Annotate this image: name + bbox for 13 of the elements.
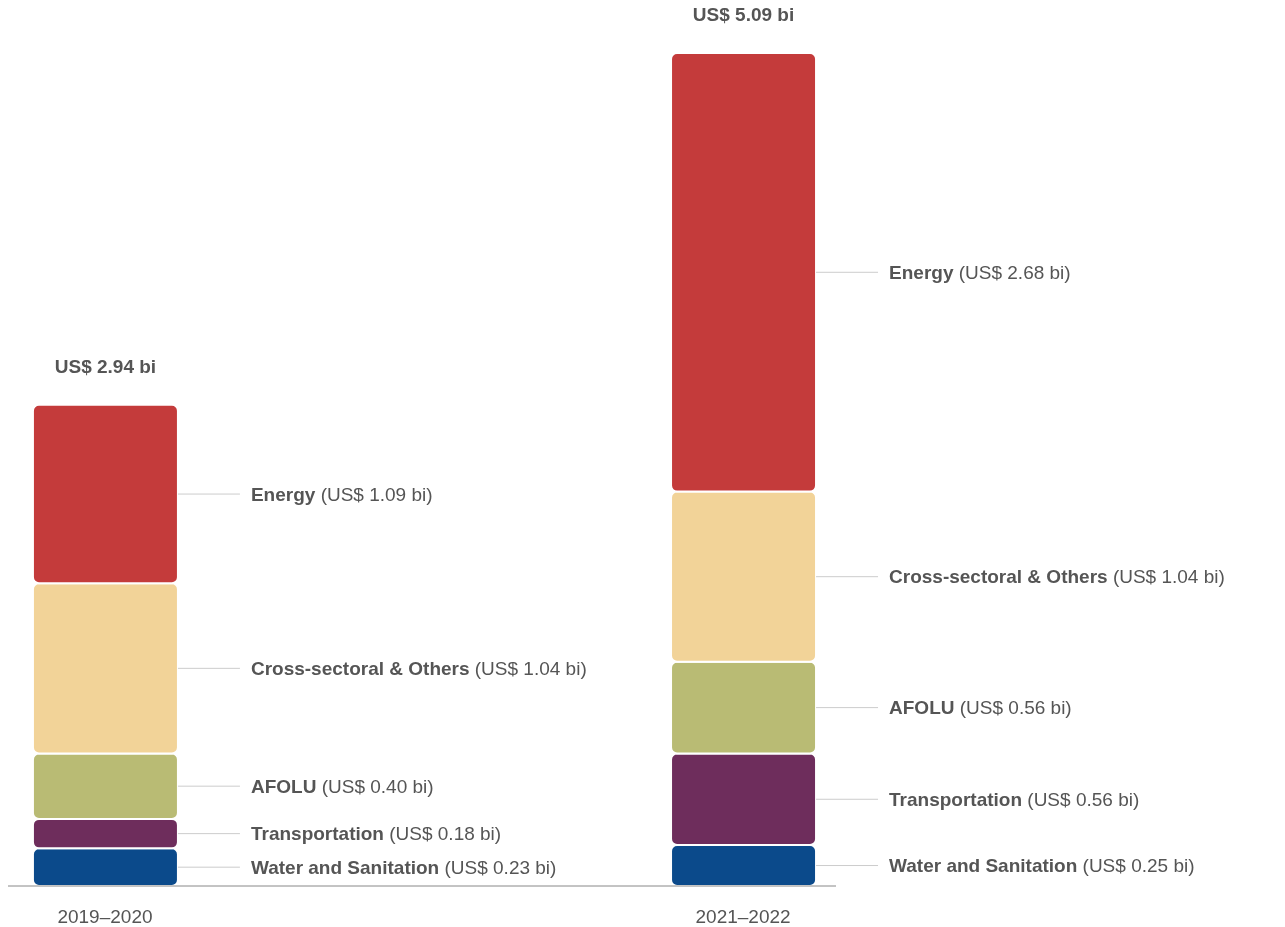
data-label: Energy (US$ 1.09 bi) xyxy=(250,483,433,505)
data-label: Transportation (US$ 0.18 bi) xyxy=(250,823,502,845)
total-label: US$ 2.94 bi xyxy=(54,355,157,377)
data-label: Cross-sectoral & Others (US$ 1.04 bi) xyxy=(889,566,1225,588)
data-label: Energy (US$ 2.68 bi) xyxy=(889,261,1071,283)
x-tick-label: 2019–2020 xyxy=(57,906,153,927)
x-tick-label: 2021–2022 xyxy=(695,906,791,927)
data-label: Water and Sanitation (US$ 0.23 bi) xyxy=(250,856,557,878)
data-label: Cross-sectoral & Others (US$ 1.04 bi) xyxy=(250,657,587,679)
data-label: Transportation (US$ 0.56 bi) xyxy=(889,788,1140,810)
data-label: AFOLU (US$ 0.56 bi) xyxy=(889,697,1072,719)
data-label: Water and Sanitation (US$ 0.25 bi) xyxy=(889,855,1195,877)
data-label: AFOLU (US$ 0.40 bi) xyxy=(250,775,434,797)
